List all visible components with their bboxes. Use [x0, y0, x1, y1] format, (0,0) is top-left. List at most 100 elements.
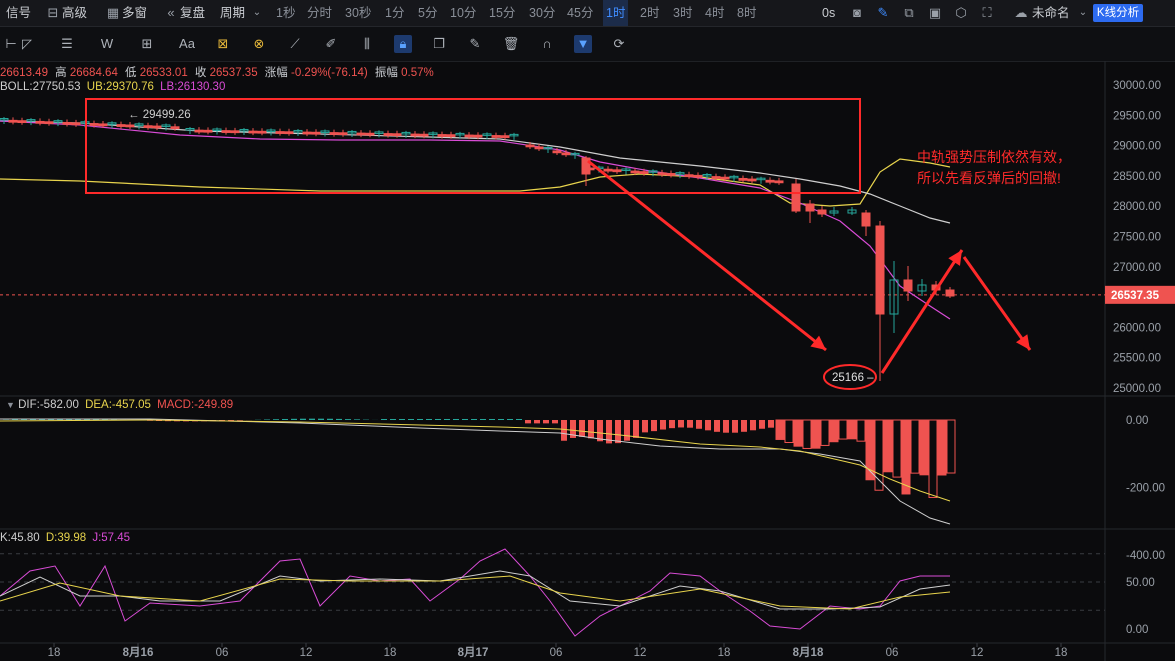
macd-bar	[264, 419, 270, 420]
interval-9[interactable]: 1时	[603, 0, 629, 26]
macd-bar	[489, 418, 495, 420]
time-tick: 12	[634, 647, 647, 659]
trash-icon[interactable]: 🗑︎	[502, 36, 520, 51]
highlight-box	[85, 98, 861, 194]
candle-body	[44, 121, 54, 125]
interval-5[interactable]: 10分	[450, 6, 477, 20]
macd-bar	[651, 420, 657, 432]
brush-icon[interactable]: ✐	[325, 36, 337, 51]
candle-body	[570, 152, 580, 156]
kdj-k-line	[0, 570, 951, 610]
boll-line: BOLL:27750.53 UB:29370.76 LB:26130.30	[0, 81, 225, 93]
candle-body	[134, 123, 144, 126]
period-menu[interactable]: 周期	[220, 6, 246, 20]
interval-3[interactable]: 1分	[385, 6, 405, 20]
interval-4[interactable]: 5分	[418, 6, 438, 20]
fib-tool-icon[interactable]: ⊠	[217, 36, 229, 51]
camera-icon[interactable]: ◙	[853, 5, 861, 20]
magnet-icon[interactable]: ∩	[542, 36, 552, 51]
candle-body	[612, 169, 622, 173]
change-label: 涨幅	[264, 67, 288, 79]
candle-body	[320, 130, 330, 133]
k-analysis-button[interactable]: K线分析	[1093, 4, 1143, 22]
interval-12[interactable]: 4时	[705, 6, 725, 20]
pencil-icon[interactable]: ✎	[877, 5, 889, 20]
copy-icon[interactable]: ❐	[433, 36, 445, 51]
lock-icon[interactable]: 🔒︎	[394, 35, 412, 53]
candles	[0, 117, 955, 381]
time-tick: 06	[886, 647, 899, 659]
interval-2[interactable]: 30秒	[345, 6, 372, 20]
candle-body	[729, 175, 739, 179]
kdj-tick: 0.00	[1126, 624, 1148, 636]
note-line2: 所以先看反弹后的回撤!	[917, 170, 1061, 186]
candle-body	[98, 123, 108, 127]
low-marker: 25166 –	[832, 372, 874, 384]
interval-11[interactable]: 3时	[673, 6, 693, 20]
interval-0[interactable]: 1秒	[276, 6, 296, 20]
collapse-icon[interactable]: ▼	[6, 400, 15, 410]
parallel-lines-icon[interactable]: ☰	[61, 36, 73, 51]
macd-bar	[793, 419, 803, 447]
image-icon[interactable]: ▣	[928, 5, 942, 20]
macd-bar	[426, 418, 432, 420]
macd-bar	[883, 419, 893, 473]
crosshair-box-icon[interactable]: ⊞	[141, 36, 153, 51]
signal-menu[interactable]: 信号	[6, 6, 32, 20]
candle-body	[338, 132, 348, 136]
interval-6[interactable]: 15分	[489, 6, 516, 20]
sync-icon[interactable]: ⟳	[613, 36, 625, 51]
macd-bar	[669, 420, 675, 429]
candle-body	[71, 122, 81, 126]
kdj-j-line	[0, 548, 950, 637]
interval-8[interactable]: 45分	[567, 6, 594, 20]
settings-icon[interactable]: ⬡	[955, 5, 967, 20]
ruler-icon[interactable]: ⟋	[290, 36, 300, 51]
current-price: 26537.35	[1111, 290, 1160, 302]
multi-window-menu[interactable]: 多窗	[122, 6, 148, 20]
candles-icon[interactable]: ⫼	[364, 36, 370, 51]
macd-bar	[775, 419, 785, 440]
edit-icon[interactable]: ✎	[469, 36, 481, 51]
interval-13[interactable]: 8时	[737, 6, 757, 20]
interval-10[interactable]: 2时	[640, 6, 660, 20]
macd-bar	[829, 419, 839, 443]
layout-chevron-icon: ⌄	[1078, 7, 1088, 18]
fullscreen-icon[interactable]: ⛶	[982, 5, 992, 20]
candle-body	[53, 120, 63, 123]
macd-bar	[381, 418, 387, 420]
candle-body	[657, 172, 667, 176]
macd-bar	[759, 420, 765, 429]
filter-icon[interactable]: ▼	[574, 35, 592, 53]
layout-name[interactable]: 未命名	[1032, 6, 1070, 20]
candle-body	[805, 203, 815, 212]
countdown: 0s	[822, 6, 836, 20]
interval-7[interactable]: 30分	[529, 6, 556, 20]
price-tick: 27000.00	[1113, 262, 1161, 274]
line-tool-icon[interactable]: ◸	[22, 36, 32, 51]
candle-body	[437, 134, 447, 137]
wave-tool-icon[interactable]: W	[100, 36, 114, 51]
chart-area[interactable]: 30000.00 29500.00 29000.00 28500.00 28000.00…	[0, 61, 1175, 661]
rebound-arrow-head	[948, 250, 962, 266]
candle-body	[756, 177, 766, 181]
cloud-icon: ☁	[1014, 5, 1028, 20]
candle-body	[275, 131, 285, 134]
candle-body	[561, 152, 571, 156]
macd-bar	[901, 419, 911, 495]
cursor-icon[interactable]: ⊢	[5, 36, 17, 51]
drawing-toolbar: ⊢ ◸ ☰ W ⊞ Aa ⊠ ⊗ ⟋ ✐ ⫼ 🔒︎ ❐ ✎ 🗑︎ ∩ ▼ ⟳	[0, 27, 1175, 62]
export-icon[interactable]: ⧉	[904, 5, 914, 20]
replay-menu[interactable]: 复盘	[180, 6, 206, 20]
interval-1[interactable]: 分时	[307, 6, 333, 20]
candle-body	[534, 146, 544, 150]
candle-body	[347, 130, 357, 134]
advanced-menu[interactable]: 高级	[62, 6, 88, 20]
macd-bar	[606, 420, 612, 444]
text-tool-icon[interactable]: Aa	[179, 36, 195, 51]
macd-bar	[309, 418, 315, 420]
candle-body	[239, 128, 249, 132]
candle-body	[428, 132, 438, 135]
candle-body	[293, 129, 303, 133]
pattern-tool-icon[interactable]: ⊗	[253, 36, 265, 51]
